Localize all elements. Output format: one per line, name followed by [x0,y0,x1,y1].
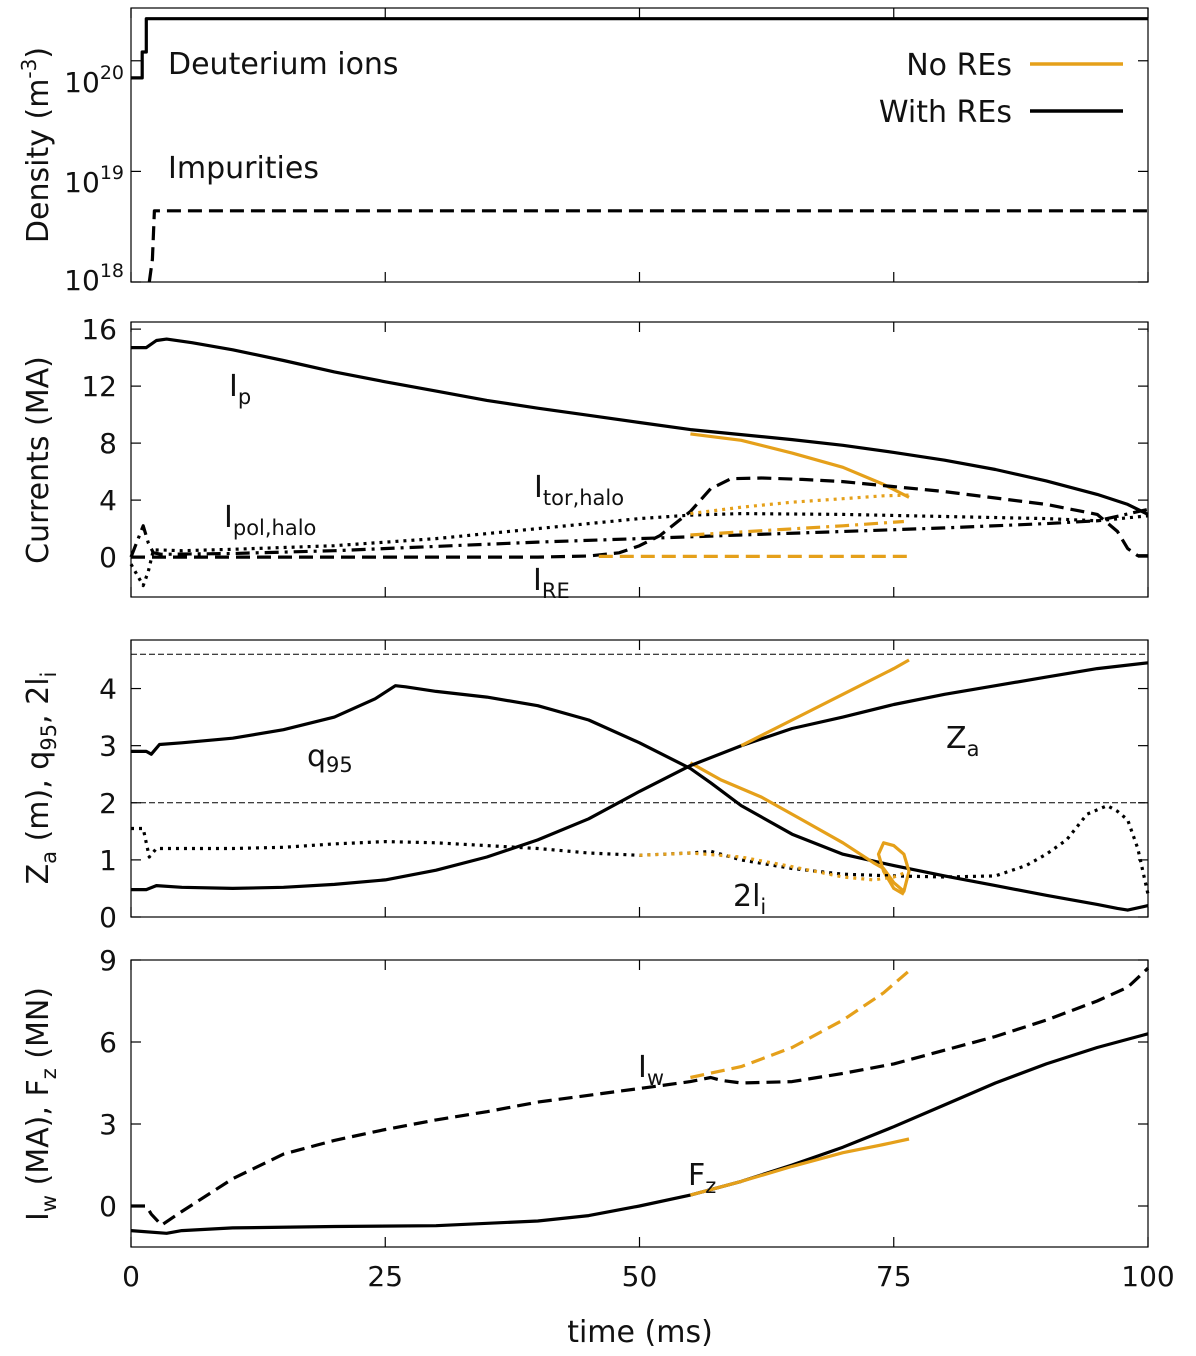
currents-panel: 0 4 8 12 16 Currents (MA) Ip Itor,halo Ipol,… [21,313,1149,603]
x-tick-label-0: 0 [122,1260,140,1293]
currents-series-ip-with-res [131,337,1149,516]
currents-series [129,337,1149,588]
wall-series [130,967,1150,1235]
wall-panel: 0 3 6 9 Iw (MA), Fz (MN) Iw Fz [21,944,1150,1248]
iw-label: Iw [638,1050,664,1090]
impurities-label: Impurities [168,151,319,186]
legend: No REs With REs [879,48,1123,130]
vertical-panel: 0 1 2 3 4 Za (m), q95, 2li q95 Za 2li [21,639,1150,934]
wall-ylabel: Iw (MA), Fz (MN) [21,987,61,1221]
q95-label: q95 [307,739,353,777]
currents-series-ip-no-res [690,432,910,499]
currents-series-itor-halo-second-no-res [690,519,905,537]
wall-panel-frame [130,959,1149,1248]
x-tick-label-75: 75 [876,1260,912,1293]
vertical-yticks: 0 1 2 3 4 [99,640,1149,934]
density-ylabel: Density (m-3) [17,47,56,243]
density-ytick-1e19: 1019 [64,162,124,199]
vertical-series-2li-with-res [131,803,1150,895]
wall-series-iw-with-res [131,967,1150,1227]
density-ytick-1e18: 1018 [64,260,124,297]
currents-yticks: 0 4 8 12 16 [81,313,1149,597]
wall-ytick-label-1: 3 [99,1108,117,1141]
ip-label: Ip [229,369,251,409]
currents-series-ipol-halo-no-res [690,493,910,516]
currents-ytick-label-0: 0 [99,541,117,574]
vertical-series-q95-with-res [131,684,1149,912]
za-label: Za [946,721,979,761]
x-tick-label-100: 100 [1121,1260,1174,1293]
wall-series-iw-no-res [690,969,911,1080]
density-series [131,17,1148,283]
wall-yticks: 0 3 6 9 [99,944,1149,1247]
legend-label-no-res: No REs [906,48,1012,83]
fz-label: Fz [688,1158,716,1198]
wall-series-fz-no-res [689,1137,910,1197]
wall-ytick-label-3: 9 [99,944,117,977]
vertical-ytick-label-3: 3 [99,730,117,763]
currents-ytick-label-3: 12 [81,370,117,403]
vertical-ytick-label-4: 4 [99,673,117,706]
density-panel: 1018 1019 1020 Density (m-3) Deuterium i… [17,7,1149,297]
density-ytick-1e20: 1020 [64,62,124,99]
currents-ytick-label-1: 4 [99,484,117,517]
deuterium-ions-label: Deuterium ions [168,47,399,82]
density-series-deuterium-ions-with-res [131,17,1148,80]
2li-label: 2li [733,879,766,919]
vertical-ytick-label-1: 1 [99,844,117,877]
currents-series-itor-halo-with-res [131,476,1148,559]
vertical-series [131,653,1150,912]
legend-label-with-res: With REs [879,95,1012,130]
currents-ytick-label-2: 8 [99,427,117,460]
wall-ytick-label-0: 0 [99,1190,117,1223]
currents-ytick-label-4: 16 [81,313,117,346]
density-series-impurities-with-res [147,209,1148,283]
density-yticks: 1018 1019 1020 [64,8,1149,297]
vertical-ytick-label-0: 0 [99,901,117,934]
ire-label: IRE [533,563,570,603]
vertical-ylabel: Za (m), q95, 2li [21,672,61,885]
vertical-ytick-label-2: 2 [99,787,117,820]
itor-halo-label: Itor,halo [534,470,624,510]
vertical-series-za-with-res [131,661,1149,892]
x-axis-label: time (ms) [567,1315,713,1350]
x-tick-label-25: 25 [367,1260,403,1293]
currents-ylabel: Currents (MA) [21,356,56,564]
vertical-series-za-no-res [740,658,910,748]
currents-series-itor-halo-second-with-res [129,507,1149,558]
wall-ytick-label-2: 6 [99,1026,117,1059]
vertical-panel-frame [130,639,1149,918]
ipol-halo-label: Ipol,halo [224,500,316,540]
x-ticks: 0 25 50 75 100 [122,1260,1175,1293]
x-tick-label-50: 50 [622,1260,658,1293]
vertical-series-q95-no-res [689,761,911,896]
